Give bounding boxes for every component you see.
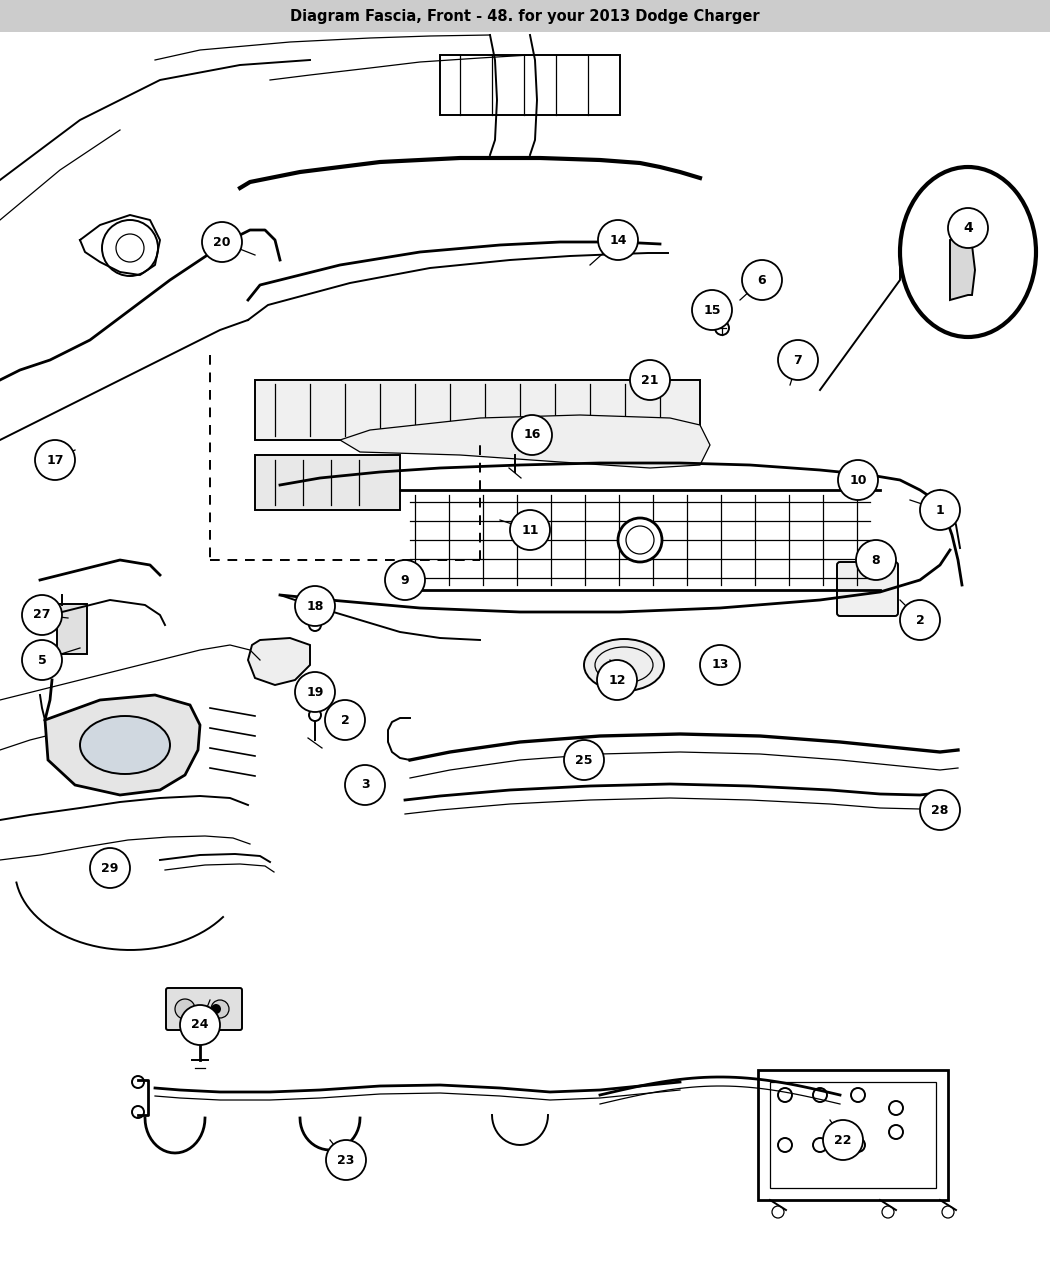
Circle shape <box>920 790 960 830</box>
Circle shape <box>618 518 662 562</box>
Text: 18: 18 <box>307 599 323 612</box>
Polygon shape <box>340 414 710 468</box>
Circle shape <box>920 490 960 530</box>
FancyBboxPatch shape <box>57 604 87 654</box>
Circle shape <box>90 848 130 887</box>
Bar <box>770 1082 936 1188</box>
Ellipse shape <box>80 717 170 774</box>
Circle shape <box>823 1119 863 1160</box>
Circle shape <box>385 560 425 601</box>
Text: Diagram Fascia, Front - 48. for your 2013 Dodge Charger: Diagram Fascia, Front - 48. for your 201… <box>290 9 760 23</box>
Circle shape <box>211 1000 229 1017</box>
Circle shape <box>630 360 670 400</box>
Text: 2: 2 <box>340 714 350 727</box>
Ellipse shape <box>584 639 664 691</box>
Circle shape <box>35 440 75 479</box>
Bar <box>255 455 400 510</box>
Bar <box>440 55 620 115</box>
Circle shape <box>295 672 335 711</box>
Text: 4: 4 <box>963 221 973 235</box>
Circle shape <box>22 595 62 635</box>
Circle shape <box>742 260 782 300</box>
Text: 17: 17 <box>46 454 64 467</box>
Circle shape <box>856 541 896 580</box>
Circle shape <box>597 660 637 700</box>
Circle shape <box>512 414 552 455</box>
Bar <box>758 1070 948 1200</box>
Ellipse shape <box>900 167 1036 337</box>
Polygon shape <box>45 695 200 796</box>
Text: 1: 1 <box>936 504 944 516</box>
Text: 27: 27 <box>34 608 50 621</box>
Text: 2: 2 <box>916 613 924 626</box>
Circle shape <box>564 740 604 780</box>
Text: 8: 8 <box>872 553 880 566</box>
Text: 12: 12 <box>608 673 626 686</box>
FancyBboxPatch shape <box>166 988 242 1030</box>
Circle shape <box>22 640 62 680</box>
Text: 10: 10 <box>849 473 866 487</box>
Text: 23: 23 <box>337 1154 355 1167</box>
Text: 6: 6 <box>758 274 766 287</box>
Circle shape <box>211 1003 220 1014</box>
Text: 28: 28 <box>931 803 949 816</box>
Circle shape <box>948 208 988 249</box>
Text: 13: 13 <box>711 658 729 672</box>
Bar <box>0 0 1050 32</box>
Text: 24: 24 <box>191 1019 209 1031</box>
Circle shape <box>295 586 335 626</box>
Circle shape <box>326 700 365 739</box>
FancyBboxPatch shape <box>837 562 898 616</box>
Text: 20: 20 <box>213 236 231 249</box>
Circle shape <box>175 1000 195 1019</box>
Circle shape <box>598 221 638 260</box>
Circle shape <box>692 289 732 330</box>
Circle shape <box>838 460 878 500</box>
Text: 19: 19 <box>307 686 323 699</box>
Circle shape <box>202 222 242 261</box>
Polygon shape <box>248 638 310 685</box>
Text: 16: 16 <box>523 428 541 441</box>
Text: 21: 21 <box>642 374 658 386</box>
Circle shape <box>326 1140 366 1179</box>
Circle shape <box>700 645 740 685</box>
Text: 5: 5 <box>38 654 46 667</box>
Text: 29: 29 <box>101 862 119 875</box>
Text: 22: 22 <box>835 1133 852 1146</box>
Text: 9: 9 <box>401 574 410 586</box>
Circle shape <box>345 765 385 805</box>
Text: 7: 7 <box>794 353 802 366</box>
Text: 25: 25 <box>575 754 593 766</box>
Text: 11: 11 <box>521 524 539 537</box>
Text: 3: 3 <box>361 779 370 792</box>
Circle shape <box>900 601 940 640</box>
Text: 14: 14 <box>609 233 627 246</box>
Circle shape <box>180 1005 220 1046</box>
Bar <box>255 380 700 440</box>
Text: 15: 15 <box>704 303 720 316</box>
Polygon shape <box>950 235 975 300</box>
Circle shape <box>510 510 550 550</box>
Circle shape <box>778 340 818 380</box>
